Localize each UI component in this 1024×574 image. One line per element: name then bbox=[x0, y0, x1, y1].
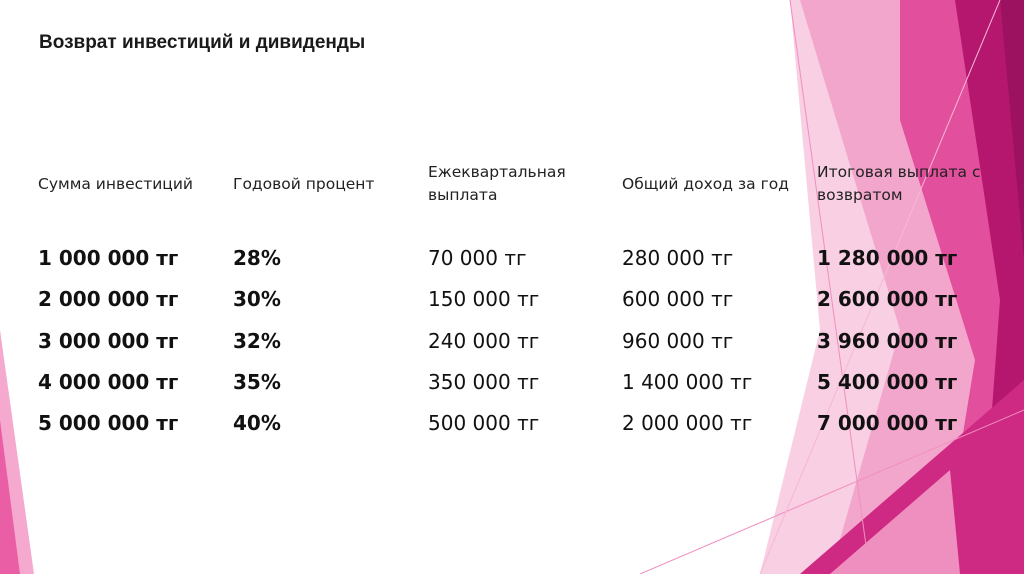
table-cell: 240 000 тг bbox=[428, 329, 540, 353]
table-cell: 960 000 тг bbox=[622, 329, 734, 353]
table-cell: 600 000 тг bbox=[622, 287, 734, 311]
table-cell: 350 000 тг bbox=[428, 370, 540, 394]
right-dark-wedge bbox=[1000, 0, 1024, 260]
header-annual-rate: Годовой процент bbox=[233, 175, 375, 193]
table-cell: 2 000 000 тг bbox=[38, 287, 179, 311]
table-cell: 1 400 000 тг bbox=[622, 370, 753, 394]
table-cell: 1 000 000 тг bbox=[38, 246, 179, 270]
header-quarterly-payment: Ежеквартальная выплата bbox=[428, 163, 566, 204]
table-cell: 30% bbox=[233, 287, 281, 311]
table-cell: 3 960 000 тг bbox=[817, 329, 958, 353]
slide-title: Возврат инвестиций и дивиденды bbox=[39, 32, 366, 53]
table-cell: 5 000 000 тг bbox=[38, 411, 179, 435]
left-accent-shape-light bbox=[0, 330, 34, 574]
right-triangle-bottom bbox=[800, 380, 1024, 574]
decor-line bbox=[759, 0, 1001, 574]
decor-line bbox=[639, 409, 1024, 574]
table-cell: 40% bbox=[233, 411, 281, 435]
table-cell: 2 000 000 тг bbox=[622, 411, 753, 435]
table-cell: 35% bbox=[233, 370, 281, 394]
table-cell: 150 000 тг bbox=[428, 287, 540, 311]
header-investment-amount: Сумма инвестиций bbox=[38, 175, 194, 193]
table-cell: 3 000 000 тг bbox=[38, 329, 179, 353]
table-cell: 28% bbox=[233, 246, 281, 270]
table-cell: 70 000 тг bbox=[428, 246, 527, 270]
table-cell: 7 000 000 тг bbox=[817, 411, 958, 435]
table-cell: 4 000 000 тг bbox=[38, 370, 179, 394]
table-cell: 2 600 000 тг bbox=[817, 287, 958, 311]
header-annual-income: Общий доход за год bbox=[622, 175, 789, 193]
table-cell: 32% bbox=[233, 329, 281, 353]
table-cell: 5 400 000 тг bbox=[817, 370, 958, 394]
table-cell: 1 280 000 тг bbox=[817, 246, 958, 270]
right-triangle-bottom-light bbox=[830, 470, 960, 574]
table-cell: 280 000 тг bbox=[622, 246, 734, 270]
header-total-payout: Итоговая выплата с возвратом bbox=[817, 163, 981, 204]
decor-line bbox=[789, 0, 871, 574]
table-cell: 500 000 тг bbox=[428, 411, 540, 435]
